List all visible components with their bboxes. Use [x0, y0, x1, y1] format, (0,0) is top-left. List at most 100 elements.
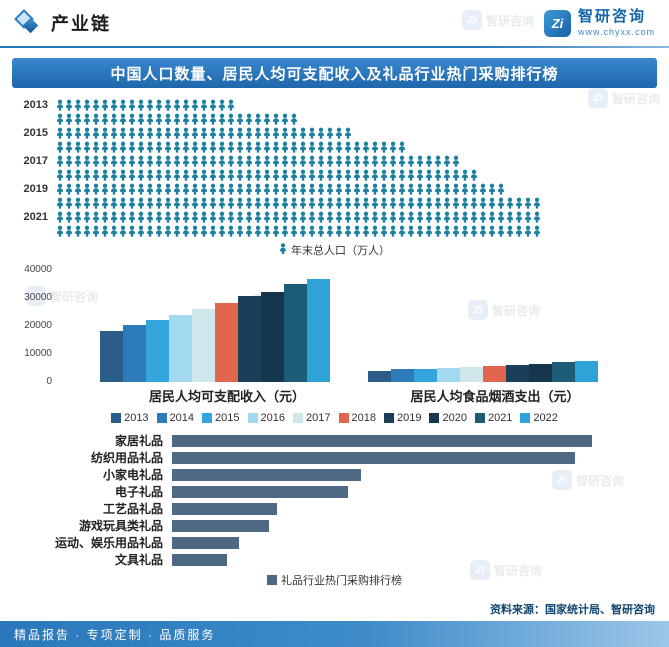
legend-year: 2019 — [396, 412, 422, 424]
page-title: 产业链 — [51, 14, 111, 34]
person-icon — [280, 243, 286, 254]
person-icon — [254, 127, 262, 139]
person-icon — [245, 127, 253, 139]
person-icon — [299, 211, 307, 223]
person-icon — [92, 99, 100, 111]
legend-year: 2015 — [215, 412, 240, 424]
person-icon — [326, 197, 334, 209]
person-icon — [110, 113, 118, 125]
person-icon — [362, 155, 370, 167]
person-icon — [191, 99, 199, 111]
person-icon — [245, 183, 253, 195]
person-icon — [83, 183, 91, 195]
person-icon — [83, 141, 91, 153]
person-icon — [326, 225, 334, 237]
person-icon — [164, 99, 172, 111]
person-icon — [308, 141, 316, 153]
person-icon — [317, 197, 325, 209]
person-icon — [128, 141, 136, 153]
person-icon — [317, 127, 325, 139]
person-icon — [407, 225, 415, 237]
person-icon — [227, 127, 235, 139]
person-icon — [110, 155, 118, 167]
person-icon — [281, 127, 289, 139]
person-icon — [146, 155, 154, 167]
person-icon — [416, 211, 424, 223]
ranking-label: 小家电礼品 — [102, 468, 163, 482]
person-icon — [155, 197, 163, 209]
person-icon — [218, 99, 226, 111]
population-icons — [56, 183, 505, 195]
gem-icon — [14, 9, 42, 37]
person-icon — [155, 99, 163, 111]
person-icon — [425, 211, 433, 223]
person-icon — [137, 99, 145, 111]
person-icon — [110, 127, 118, 139]
person-icon — [317, 211, 325, 223]
person-icon — [461, 211, 469, 223]
ranking-bar — [172, 434, 592, 447]
person-icon — [425, 169, 433, 181]
person-icon — [92, 169, 100, 181]
bar-2017 — [192, 309, 215, 382]
legend-swatch — [111, 413, 122, 423]
person-icon — [398, 183, 406, 195]
person-icon — [272, 127, 280, 139]
person-icon — [92, 183, 100, 195]
person-icon — [416, 225, 424, 237]
bar-2022 — [575, 361, 598, 382]
ranking-bar — [172, 553, 227, 566]
person-icon — [83, 155, 91, 167]
ranking-label: 工艺品礼品 — [102, 502, 163, 516]
bar-2017 — [460, 366, 483, 382]
person-icon — [110, 169, 118, 181]
person-icon — [119, 155, 127, 167]
person-icon — [524, 211, 532, 223]
chyxx-logo-icon: Zi — [543, 9, 571, 37]
person-icon — [65, 183, 73, 195]
person-icon — [353, 211, 361, 223]
person-icon — [380, 183, 388, 195]
person-icon — [101, 113, 109, 125]
year-label: 2013 — [23, 99, 48, 111]
person-icon — [488, 183, 496, 195]
person-icon — [380, 155, 388, 167]
person-icon — [452, 225, 460, 237]
person-icon — [173, 169, 181, 181]
person-icon — [470, 225, 478, 237]
person-icon — [362, 169, 370, 181]
person-icon — [362, 211, 370, 223]
person-icon — [209, 127, 217, 139]
person-icon — [92, 113, 100, 125]
ranking-row: 游戏玩具类礼品 — [12, 517, 657, 534]
population-pictograph: 2013 2015 2017 2019 2021 年末总人口（万人） — [12, 98, 657, 258]
person-icon — [308, 211, 316, 223]
person-icon — [380, 197, 388, 209]
pictograph-legend-label: 年末总人口（万人） — [291, 245, 390, 257]
person-icon — [344, 197, 352, 209]
person-icon — [218, 141, 226, 153]
person-icon — [137, 141, 145, 153]
person-icon — [65, 141, 73, 153]
person-icon — [344, 183, 352, 195]
ranking-bar — [172, 468, 361, 481]
person-icon — [452, 211, 460, 223]
person-icon — [497, 225, 505, 237]
person-icon — [524, 197, 532, 209]
person-icon — [344, 225, 352, 237]
person-icon — [101, 141, 109, 153]
person-icon — [479, 211, 487, 223]
person-icon — [209, 183, 217, 195]
person-icon — [371, 141, 379, 153]
person-icon — [488, 211, 496, 223]
person-icon — [344, 211, 352, 223]
person-icon — [56, 183, 64, 195]
person-icon — [290, 155, 298, 167]
person-icon — [299, 183, 307, 195]
pictograph-row — [12, 196, 657, 210]
person-icon — [362, 197, 370, 209]
person-icon — [164, 183, 172, 195]
person-icon — [236, 113, 244, 125]
person-icon — [119, 169, 127, 181]
person-icon — [452, 183, 460, 195]
